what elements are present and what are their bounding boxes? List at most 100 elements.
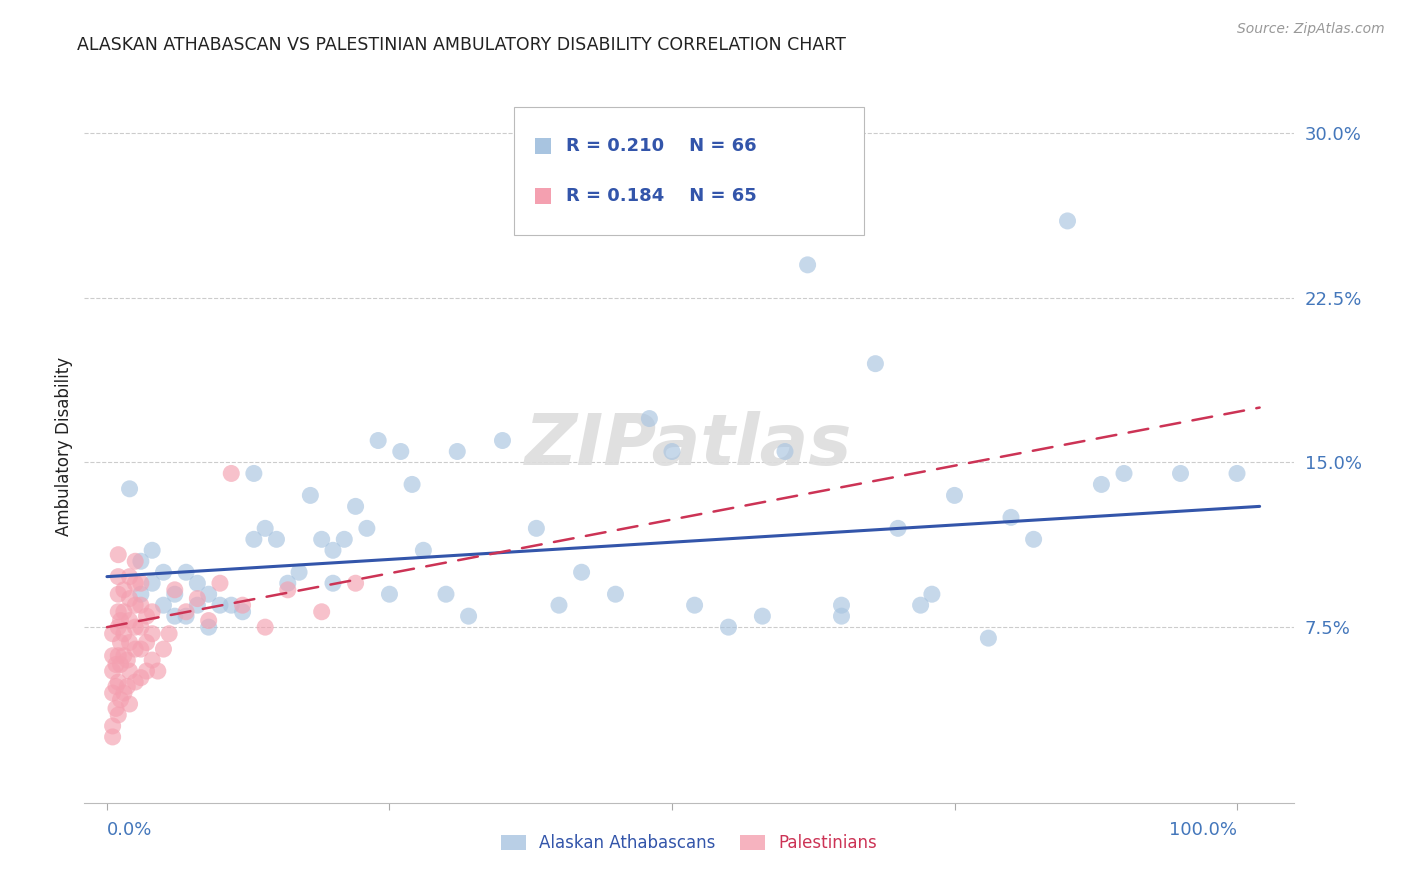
Palestinians <box>163 582 186 597</box>
Palestinians <box>112 626 135 640</box>
Palestinians <box>118 697 141 711</box>
Alaskan Athabascans <box>152 598 174 612</box>
Palestinians <box>152 642 174 657</box>
Text: Source: ZipAtlas.com: Source: ZipAtlas.com <box>1237 22 1385 37</box>
Palestinians <box>344 576 367 591</box>
Palestinians <box>124 576 146 591</box>
Alaskan Athabascans <box>446 444 468 458</box>
Alaskan Athabascans <box>796 258 818 272</box>
Palestinians <box>124 620 146 634</box>
Alaskan Athabascans <box>163 609 186 624</box>
Alaskan Athabascans <box>661 444 683 458</box>
Palestinians <box>124 598 146 612</box>
Alaskan Athabascans <box>457 609 479 624</box>
Palestinians <box>107 569 129 583</box>
Alaskan Athabascans <box>638 411 661 425</box>
Alaskan Athabascans <box>717 620 740 634</box>
Alaskan Athabascans <box>683 598 706 612</box>
FancyBboxPatch shape <box>536 138 551 154</box>
Alaskan Athabascans <box>129 554 152 568</box>
Palestinians <box>141 653 163 667</box>
Alaskan Athabascans <box>243 533 266 547</box>
Text: R = 0.210    N = 66: R = 0.210 N = 66 <box>565 137 756 155</box>
Alaskan Athabascans <box>277 576 299 591</box>
Palestinians <box>208 576 231 591</box>
Palestinians <box>118 614 141 628</box>
Palestinians <box>129 671 152 685</box>
Palestinians <box>112 605 135 619</box>
Alaskan Athabascans <box>910 598 932 612</box>
Alaskan Athabascans <box>197 620 219 634</box>
Alaskan Athabascans <box>378 587 401 601</box>
Palestinians <box>107 648 129 663</box>
Palestinians <box>105 701 128 715</box>
Alaskan Athabascans <box>163 587 186 601</box>
Palestinians <box>110 635 132 649</box>
Palestinians <box>118 591 141 606</box>
Alaskan Athabascans <box>197 587 219 601</box>
Alaskan Athabascans <box>186 598 208 612</box>
Alaskan Athabascans <box>1000 510 1022 524</box>
Palestinians <box>311 605 333 619</box>
Palestinians <box>186 591 208 606</box>
Palestinians <box>118 635 141 649</box>
Alaskan Athabascans <box>401 477 423 491</box>
Alaskan Athabascans <box>152 566 174 580</box>
Legend: Alaskan Athabascans, Palestinians: Alaskan Athabascans, Palestinians <box>494 828 884 859</box>
Palestinians <box>135 609 157 624</box>
Alaskan Athabascans <box>389 444 412 458</box>
Palestinians <box>197 614 219 628</box>
Alaskan Athabascans <box>548 598 571 612</box>
Palestinians <box>277 582 299 597</box>
Alaskan Athabascans <box>831 598 853 612</box>
Palestinians <box>117 680 139 694</box>
Palestinians <box>107 620 129 634</box>
Alaskan Athabascans <box>524 521 547 535</box>
Alaskan Athabascans <box>751 609 773 624</box>
Alaskan Athabascans <box>322 576 344 591</box>
Palestinians <box>157 626 180 640</box>
Palestinians <box>107 675 129 690</box>
Alaskan Athabascans <box>356 521 378 535</box>
Palestinians <box>146 664 169 678</box>
Alaskan Athabascans <box>208 598 231 612</box>
Alaskan Athabascans <box>129 587 152 601</box>
Alaskan Athabascans <box>333 533 356 547</box>
Palestinians <box>110 614 132 628</box>
Palestinians <box>105 680 128 694</box>
Palestinians <box>129 642 152 657</box>
Palestinians <box>174 605 197 619</box>
Alaskan Athabascans <box>977 631 1000 645</box>
Palestinians <box>118 569 141 583</box>
FancyBboxPatch shape <box>513 107 865 235</box>
Palestinians <box>129 576 152 591</box>
Palestinians <box>101 730 124 744</box>
Palestinians <box>110 692 132 706</box>
Alaskan Athabascans <box>219 598 242 612</box>
Alaskan Athabascans <box>1056 214 1078 228</box>
Alaskan Athabascans <box>831 609 853 624</box>
Palestinians <box>254 620 277 634</box>
Palestinians <box>141 626 163 640</box>
Alaskan Athabascans <box>118 482 141 496</box>
Alaskan Athabascans <box>412 543 434 558</box>
Alaskan Athabascans <box>141 543 163 558</box>
Alaskan Athabascans <box>1090 477 1112 491</box>
Palestinians <box>129 620 152 634</box>
Palestinians <box>219 467 242 481</box>
Palestinians <box>112 648 135 663</box>
Alaskan Athabascans <box>311 533 333 547</box>
Alaskan Athabascans <box>174 609 197 624</box>
Palestinians <box>107 548 129 562</box>
Palestinians <box>124 675 146 690</box>
Alaskan Athabascans <box>921 587 943 601</box>
Text: 0.0%: 0.0% <box>107 821 152 838</box>
Alaskan Athabascans <box>299 488 322 502</box>
Palestinians <box>101 719 124 733</box>
Alaskan Athabascans <box>434 587 457 601</box>
Palestinians <box>117 653 139 667</box>
Alaskan Athabascans <box>243 467 266 481</box>
Alaskan Athabascans <box>186 576 208 591</box>
Alaskan Athabascans <box>288 566 311 580</box>
Alaskan Athabascans <box>773 444 796 458</box>
